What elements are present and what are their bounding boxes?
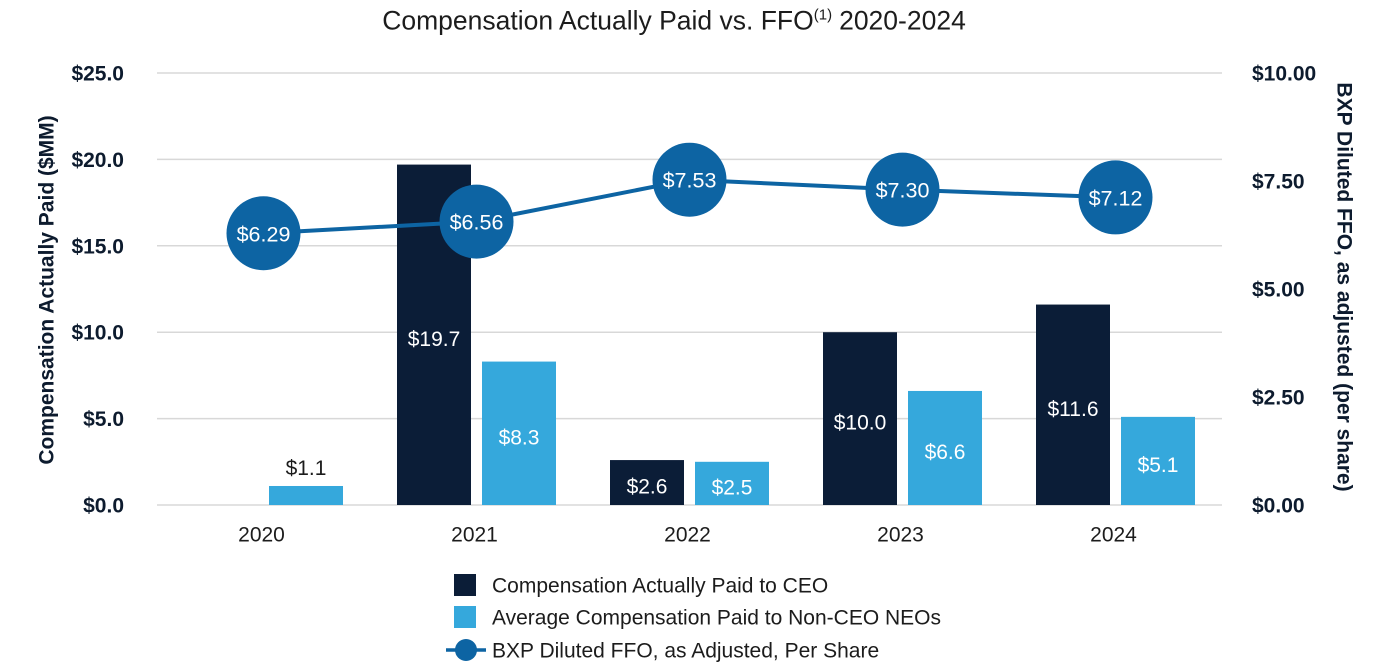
ceo-compensation-value-label: $2.6: [627, 476, 668, 499]
ffo-point-marker: [652, 142, 727, 217]
ffo-point-label: $7.30: [876, 179, 930, 203]
ffo-point-marker: [439, 184, 514, 259]
chart-title: Compensation Actually Paid vs. FFO(1) 202…: [382, 6, 966, 36]
legend-label-ceo: Compensation Actually Paid to CEO: [492, 575, 828, 598]
ffo-point-label: $7.53: [663, 169, 717, 193]
ceo-compensation-bar: [1036, 304, 1110, 505]
legend-label-ffo: BXP Diluted FFO, as Adjusted, Per Share: [492, 640, 879, 663]
ceo-compensation-value-label: $11.6: [1048, 398, 1099, 421]
non-ceo-compensation-bar: [269, 485, 343, 505]
ffo-point-label: $7.12: [1089, 186, 1143, 210]
left-axis-tick-label: $5.0: [83, 408, 124, 431]
ffo-series: $6.29 $6.56 $7.53 $7.30 $7.12: [226, 142, 1153, 271]
non-ceo-compensation-value-label: $8.3: [499, 426, 540, 449]
non-ceo-compensation-value-label: $5.1: [1138, 454, 1179, 477]
x-axis-tick-label: 2020: [238, 524, 285, 547]
non-ceo-compensation-bar: [1121, 416, 1195, 505]
left-axis-tick-label: $20.0: [71, 149, 124, 172]
legend-item-ceo: Compensation Actually Paid to CEO: [454, 574, 828, 598]
legend-swatch-ceo: [454, 574, 476, 596]
legend-item-non-ceo: Average Compensation Paid to Non-CEO NEO…: [454, 606, 941, 630]
legend-marker-ffo: [455, 639, 477, 661]
legend: Compensation Actually Paid to CEO Averag…: [446, 574, 941, 663]
non-ceo-compensation-value-label: $2.5: [712, 476, 753, 499]
ffo-point-marker: [1078, 160, 1153, 235]
non-ceo-compensation-value-label: $1.1: [286, 457, 327, 480]
right-axis-title: BXP Diluted FFO, as adjusted (per share): [1333, 82, 1356, 491]
ceo-compensation-bar: [823, 332, 897, 505]
chart-title-footnote-marker: (1): [814, 7, 832, 24]
bar-value-labels: $19.7 $2.6 $10.0 $11.6 $1.1 $8.3 $2.5 $6.6 $5.1: [286, 328, 1179, 500]
legend-item-ffo: BXP Diluted FFO, as Adjusted, Per Share: [446, 639, 879, 663]
right-axis-ticks: $0.00 $2.50 $5.00 $7.50 $10.00: [1252, 63, 1316, 518]
ceo-compensation-value-label: $19.7: [408, 328, 461, 351]
chart-title-main: Compensation Actually Paid vs. FFO: [382, 6, 814, 36]
ffo-point-marker: [226, 196, 301, 271]
right-axis-tick-label: $7.50: [1252, 171, 1305, 194]
right-axis-tick-label: $0.00: [1252, 495, 1305, 518]
chart-title-years: 2020-2024: [839, 6, 966, 36]
x-axis-tick-label: 2022: [664, 524, 711, 547]
left-axis-tick-label: $15.0: [71, 235, 124, 258]
ffo-point-marker: [865, 152, 940, 227]
left-axis-tick-label: $25.0: [71, 63, 124, 86]
left-axis-ticks: $0.0 $5.0 $10.0 $15.0 $20.0 $25.0: [71, 63, 124, 518]
ffo-point-label: $6.56: [450, 211, 504, 235]
non-ceo-compensation-value-label: $6.6: [925, 441, 966, 464]
ffo-point-label: $6.29: [237, 222, 291, 246]
right-axis-tick-label: $5.00: [1252, 279, 1305, 302]
ceo-compensation-value-label: $10.0: [834, 412, 887, 435]
ceo-compensation-bar: [610, 460, 684, 505]
x-axis-ticks: 2020 2021 2022 2023 2024: [238, 524, 1137, 547]
right-axis-tick-label: $2.50: [1252, 387, 1305, 410]
left-axis-tick-label: $0.0: [83, 495, 124, 518]
bars: [269, 164, 1195, 506]
x-axis-tick-label: 2023: [877, 524, 924, 547]
legend-swatch-non-ceo: [454, 606, 476, 628]
x-axis-tick-label: 2021: [451, 524, 498, 547]
non-ceo-compensation-bar: [482, 361, 556, 505]
legend-label-non-ceo: Average Compensation Paid to Non-CEO NEO…: [492, 607, 941, 630]
non-ceo-compensation-bar: [695, 461, 769, 505]
left-axis-tick-label: $10.0: [71, 322, 124, 345]
left-axis-title: Compensation Actually Paid ($MM): [36, 115, 59, 464]
right-axis-tick-label: $10.00: [1252, 63, 1316, 86]
non-ceo-compensation-bar: [908, 390, 982, 505]
x-axis-tick-label: 2024: [1090, 524, 1137, 547]
